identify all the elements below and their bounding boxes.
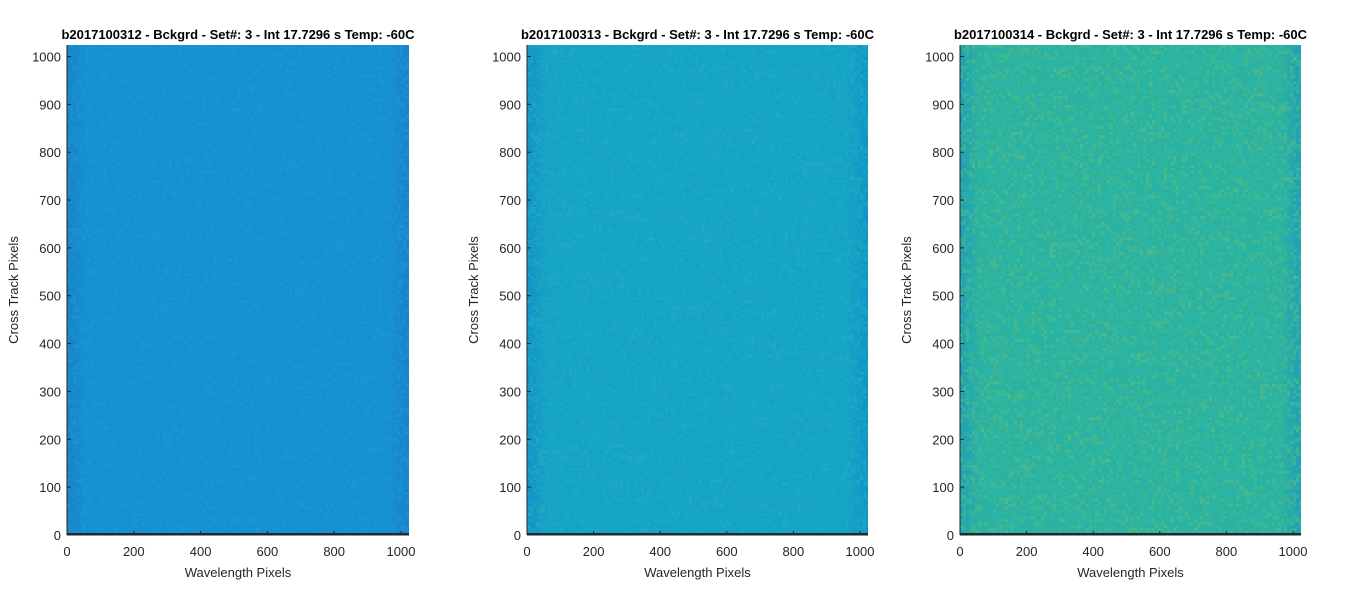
x-tick-label: 600 [257, 544, 279, 559]
x-tick-label: 0 [63, 544, 70, 559]
x-tick-label: 400 [649, 544, 671, 559]
x-tick-label: 800 [783, 544, 805, 559]
y-tick-label: 600 [932, 241, 954, 256]
x-tick-label: 800 [323, 544, 345, 559]
y-tick-label: 400 [499, 337, 521, 352]
x-tick-label: 0 [956, 544, 963, 559]
x-axis-label: Wavelength Pixels [644, 565, 751, 580]
y-tick-label: 1000 [492, 49, 521, 64]
y-tick-label: 200 [39, 432, 61, 447]
y-tick-label: 1000 [925, 49, 954, 64]
y-tick-label: 400 [39, 337, 61, 352]
y-tick-label: 200 [932, 432, 954, 447]
x-tick-label: 600 [716, 544, 738, 559]
chart-panel-3: 0 100 200 300 400 500 600 700 800 900 1000 0 200 400 6… [899, 27, 1308, 580]
y-axis-label: Cross Track Pixels [6, 236, 21, 344]
x-tick-label: 200 [123, 544, 145, 559]
y-tick-label: 900 [932, 97, 954, 112]
y-tick-label: 300 [499, 384, 521, 399]
x-tick-label: 1000 [846, 544, 875, 559]
y-tick-label: 700 [932, 193, 954, 208]
y-tick-label: 600 [39, 241, 61, 256]
chart-title: b2017100313 - Bckgrd - Set#: 3 - Int 17.… [521, 27, 875, 42]
x-tick-label: 400 [1082, 544, 1104, 559]
y-tick-label: 100 [39, 480, 61, 495]
y-axis-label: Cross Track Pixels [899, 236, 914, 344]
y-tick-label: 500 [932, 289, 954, 304]
y-tick-label: 400 [932, 337, 954, 352]
x-axis-label: Wavelength Pixels [185, 565, 292, 580]
y-tick-label: 500 [499, 289, 521, 304]
x-tick-label: 800 [1216, 544, 1238, 559]
y-tick-label: 800 [39, 145, 61, 160]
y-tick-label: 600 [499, 241, 521, 256]
x-tick-label: 0 [523, 544, 530, 559]
y-tick-label: 300 [39, 384, 61, 399]
chart-title: b2017100314 - Bckgrd - Set#: 3 - Int 17.… [954, 27, 1308, 42]
y-tick-label: 0 [54, 528, 61, 543]
x-tick-label: 200 [583, 544, 605, 559]
y-tick-label: 900 [499, 97, 521, 112]
y-tick-label: 800 [932, 145, 954, 160]
y-tick-label: 800 [499, 145, 521, 160]
chart-panel-2: 0 100 200 300 400 500 600 700 800 900 1000 0 200 400 6… [466, 27, 875, 580]
y-axis-label: Cross Track Pixels [466, 236, 481, 344]
y-tick-label: 100 [499, 480, 521, 495]
y-tick-label: 900 [39, 97, 61, 112]
x-tick-label: 600 [1149, 544, 1171, 559]
chart-title: b2017100312 - Bckgrd - Set#: 3 - Int 17.… [61, 27, 415, 42]
y-tick-label: 0 [947, 528, 954, 543]
x-tick-label: 1000 [387, 544, 416, 559]
y-tick-label: 700 [499, 193, 521, 208]
y-tick-label: 200 [499, 432, 521, 447]
y-tick-label: 300 [932, 384, 954, 399]
x-tick-label: 400 [190, 544, 212, 559]
x-tick-label: 200 [1016, 544, 1038, 559]
y-tick-label: 100 [932, 480, 954, 495]
chart-panel-1: 0 100 200 300 400 500 600 700 800 900 1000 0 200 400 6… [6, 27, 415, 580]
x-axis-label: Wavelength Pixels [1077, 565, 1184, 580]
x-tick-label: 1000 [1279, 544, 1308, 559]
y-tick-label: 0 [514, 528, 521, 543]
y-tick-label: 1000 [32, 49, 61, 64]
y-tick-label: 700 [39, 193, 61, 208]
y-tick-label: 500 [39, 289, 61, 304]
